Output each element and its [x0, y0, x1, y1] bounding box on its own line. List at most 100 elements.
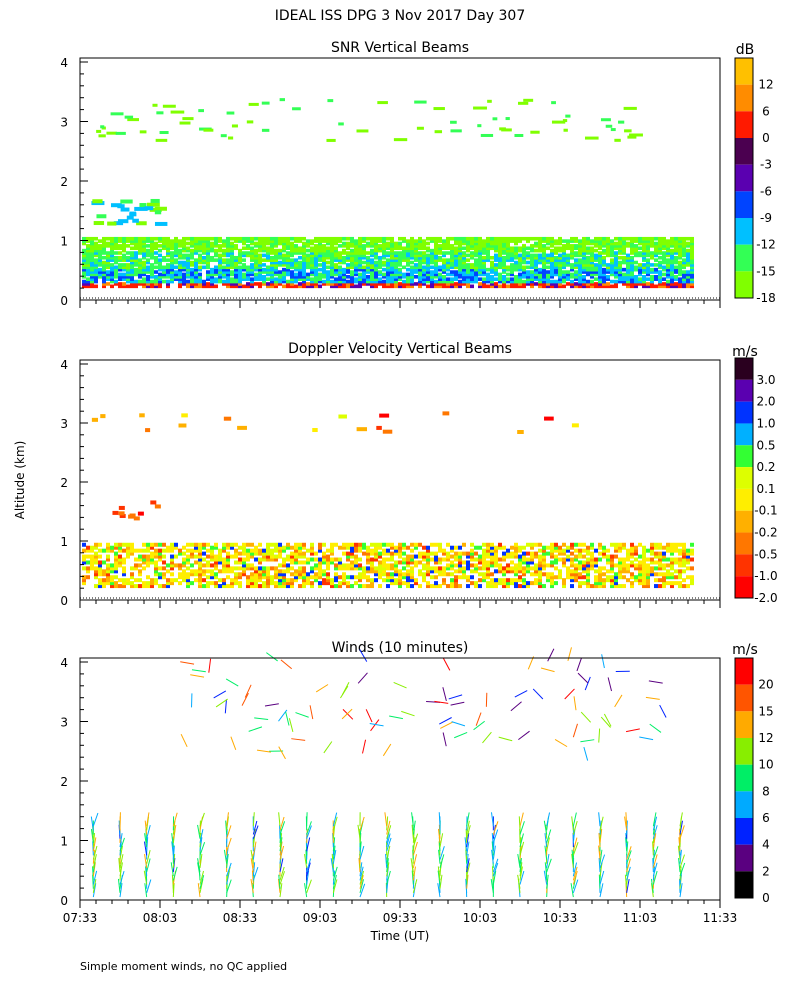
velocity-cell — [590, 542, 594, 547]
snr-cell — [538, 279, 542, 284]
snr-cell — [114, 244, 118, 248]
snr-cell — [310, 248, 314, 253]
velocity-cell — [366, 545, 370, 550]
snr-cell — [82, 265, 86, 270]
velocity-cell — [318, 572, 322, 577]
snr-cell — [90, 284, 94, 289]
velocity-cell — [386, 557, 390, 562]
snr-cell — [446, 251, 450, 255]
snr-cell — [430, 255, 434, 260]
velocity-cell — [490, 557, 494, 562]
snr-cell — [102, 239, 106, 243]
snr-cell — [610, 258, 614, 262]
snr-cell — [494, 267, 498, 272]
velocity-cell — [106, 563, 110, 568]
snr-cell — [638, 263, 642, 267]
velocity-cell — [462, 542, 466, 547]
velocity-cell — [542, 545, 546, 550]
snr-cell — [102, 277, 106, 281]
snr-cell — [250, 239, 254, 243]
velocity-cell — [562, 560, 566, 565]
snr-cell — [102, 265, 106, 270]
snr-cell — [82, 260, 86, 265]
snr-cell — [594, 236, 598, 241]
snr-cell — [238, 265, 242, 270]
snr-cell — [162, 279, 166, 284]
snr-cell — [578, 275, 582, 279]
velocity-cell — [294, 578, 298, 583]
snr-cell — [646, 239, 650, 243]
snr-cell — [154, 260, 158, 265]
snr-cell — [630, 282, 634, 286]
snr-cell — [194, 258, 198, 262]
velocity-cell — [374, 551, 378, 556]
velocity-cell — [538, 569, 542, 574]
snr-cell — [494, 246, 498, 251]
snr-cell — [602, 236, 606, 241]
snr-cell — [462, 275, 466, 279]
snr-cell — [206, 270, 210, 274]
snr-cell — [178, 277, 182, 281]
snr-cell — [434, 279, 438, 284]
snr-cell — [654, 253, 658, 258]
wind-barb — [491, 849, 494, 864]
snr-cell — [110, 275, 114, 279]
velocity-cell — [658, 554, 662, 559]
snr-cell — [138, 279, 142, 284]
snr-cell — [246, 272, 250, 277]
wind-barb — [439, 717, 452, 725]
velocity-cell — [146, 575, 150, 580]
snr-cell — [462, 258, 466, 262]
snr-cell — [502, 282, 506, 286]
snr-cell — [158, 253, 162, 258]
snr-cell — [458, 275, 462, 279]
snr-cell — [226, 248, 230, 253]
snr-cell — [306, 277, 310, 281]
snr-cell — [354, 241, 358, 246]
velocity-cell — [542, 572, 546, 577]
snr-cell — [294, 263, 298, 267]
snr-cell — [154, 279, 158, 284]
velocity-cell — [414, 581, 418, 586]
snr-cell — [594, 282, 598, 286]
snr-cell — [418, 258, 422, 262]
snr-cell — [554, 272, 558, 277]
snr-cell — [690, 284, 694, 289]
snr-cell — [158, 239, 162, 243]
snr-cell — [190, 248, 194, 253]
velocity-cell — [614, 584, 618, 589]
snr-cell — [510, 255, 514, 260]
velocity-cell — [622, 545, 626, 550]
snr-cell — [166, 267, 170, 272]
snr-cell — [262, 239, 266, 243]
velocity-cell — [574, 572, 578, 577]
snr-cell — [290, 241, 294, 246]
snr-cell — [482, 270, 486, 274]
snr-cell — [626, 244, 630, 248]
snr-cell — [278, 251, 282, 255]
velocity-cell — [442, 569, 446, 574]
snr-cell — [630, 270, 634, 274]
snr-cell — [370, 244, 374, 248]
velocity-cell — [310, 569, 314, 574]
snr-cell — [406, 263, 410, 267]
snr-cell — [442, 244, 446, 248]
snr-cell — [206, 251, 210, 255]
wind-barb — [466, 853, 469, 868]
snr-cell — [466, 244, 470, 248]
velocity-cell — [534, 542, 538, 547]
velocity-cell — [506, 581, 510, 586]
snr-cell — [558, 284, 562, 289]
snr-cell — [534, 260, 538, 265]
velocity-cell — [246, 554, 250, 559]
velocity-cell — [254, 545, 258, 550]
wind-barb — [626, 866, 631, 881]
velocity-cell — [470, 575, 474, 580]
snr-cell — [606, 263, 610, 267]
wind-barb — [466, 862, 471, 877]
snr-cell — [378, 236, 382, 241]
snr-cell — [598, 236, 602, 241]
snr-cell — [214, 244, 218, 248]
wind-barb — [546, 812, 551, 827]
snr-cell — [494, 244, 498, 248]
